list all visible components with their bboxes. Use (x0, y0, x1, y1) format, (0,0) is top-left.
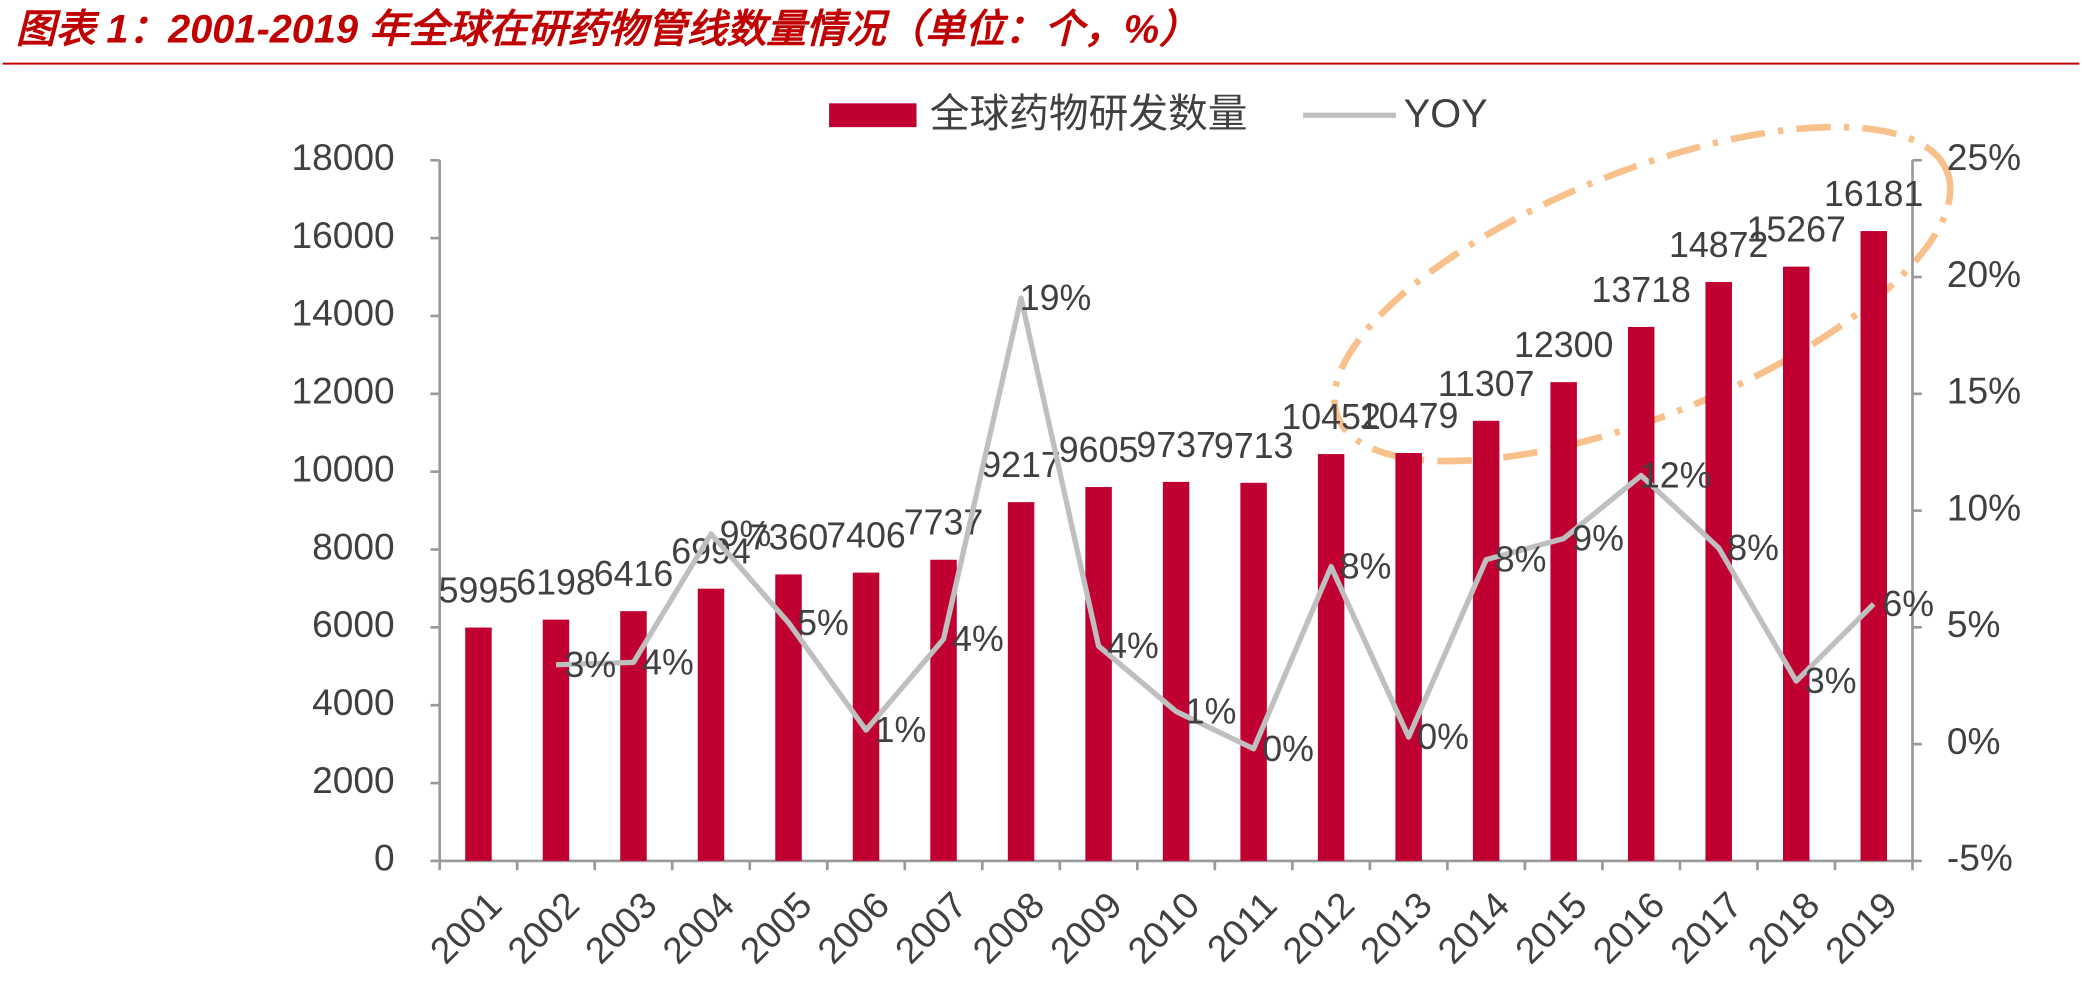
x-tick-label: 2002 (499, 884, 587, 972)
bar-value-label: 14872 (1669, 225, 1768, 265)
bar-value-label: 9713 (1214, 426, 1294, 466)
line-value-label: 0% (1262, 729, 1314, 769)
y-tick-label: 6000 (312, 603, 394, 645)
x-tick-label: 2003 (577, 884, 665, 972)
x-tick-label: 2004 (654, 884, 742, 972)
bar-value-label: 7406 (826, 516, 906, 556)
bar-value-label: 9605 (1059, 430, 1139, 470)
line-value-label: 3% (1805, 661, 1857, 701)
line-value-label: 1% (875, 710, 927, 750)
line-value-label: 8% (1727, 528, 1779, 568)
bar (1472, 420, 1500, 861)
bar (542, 619, 570, 861)
x-tick-label: 2016 (1584, 884, 1672, 972)
line-value-label: 4% (952, 619, 1004, 659)
line-value-label: 8% (1495, 540, 1547, 580)
line-value-label: 1% (1185, 692, 1237, 732)
legend-swatch (829, 103, 917, 128)
x-tick-label: 2008 (964, 884, 1052, 972)
yoy-line (555, 295, 1876, 752)
y-tick-label: 10000 (292, 447, 395, 489)
x-tick-label: 2013 (1352, 884, 1440, 972)
bar-value-label: 7360 (749, 517, 829, 557)
line-value-label: 3% (565, 645, 617, 685)
x-tick-label: 2012 (1274, 884, 1362, 972)
line-value-label: 9% (1572, 519, 1624, 559)
bar-value-label: 10479 (1359, 396, 1458, 436)
y2-tick-label: 15% (1947, 370, 2021, 412)
bar (1782, 266, 1810, 861)
x-tick-label: 2019 (1817, 884, 1905, 972)
y2-tick-label: 25% (1947, 136, 2021, 178)
bar-value-label: 5995 (439, 571, 519, 611)
bar (1240, 482, 1267, 861)
x-tick-label: 2015 (1507, 884, 1595, 972)
x-tick-label: 2007 (887, 884, 975, 972)
x-tick-label: 2017 (1662, 884, 1750, 972)
y-tick-label: 16000 (292, 214, 395, 256)
bar (1860, 231, 1887, 861)
bar (465, 627, 492, 861)
highlight-ellipse (1331, 123, 1954, 465)
y2-tick-label: 10% (1947, 486, 2021, 528)
bar-value-label: 9737 (1136, 425, 1216, 465)
bar (1007, 502, 1035, 861)
bar-value-label: 10452 (1281, 397, 1380, 437)
bar (1317, 454, 1345, 861)
x-tick-label: 2018 (1739, 884, 1827, 972)
bar (1550, 382, 1577, 861)
bar-value-label: 12300 (1514, 325, 1613, 365)
bar-value-label: 6198 (516, 563, 596, 603)
line-value-label: 9% (720, 514, 772, 554)
line-value-label: 5% (797, 603, 849, 643)
y-tick-label: 14000 (292, 292, 395, 334)
bar-value-label: 13718 (1591, 270, 1690, 310)
y-tick-label: 18000 (292, 136, 395, 178)
x-tick-label: 2009 (1042, 884, 1130, 972)
y2-tick-label: 0% (1947, 720, 2001, 762)
bar-value-label: 15267 (1747, 210, 1846, 250)
legend-label: YOY (1404, 92, 1488, 136)
chart-title: 图表 1：2001-2019 年全球在研药物管线数量情况（单位：个，%） (16, 7, 1199, 51)
x-tick-label: 2011 (1199, 884, 1285, 970)
y2-tick-label: -5% (1947, 837, 2013, 879)
line-value-label: 6% (1882, 584, 1934, 624)
bar (1627, 326, 1655, 861)
x-tick-label: 2014 (1429, 884, 1517, 972)
x-tick-label: 2001 (422, 884, 510, 972)
line-value-label: 4% (642, 642, 694, 682)
line-value-label: 12% (1640, 456, 1712, 496)
line-value-label: 4% (1107, 626, 1159, 666)
bar (1395, 453, 1422, 861)
y2-tick-label: 20% (1947, 253, 2021, 295)
x-tick-label: 2006 (809, 884, 897, 972)
y2-tick-label: 5% (1947, 603, 2001, 645)
y-tick-label: 8000 (312, 525, 394, 567)
bar-value-label: 9217 (981, 445, 1061, 485)
bar-value-label: 6416 (594, 554, 674, 594)
y-tick-label: 0 (374, 837, 395, 879)
line-value-label: 8% (1340, 547, 1392, 587)
x-tick-label: 2005 (732, 884, 820, 972)
bar (1705, 282, 1732, 861)
legend-label: 全球药物研发数量 (930, 92, 1248, 136)
bar-value-label: 11307 (1438, 364, 1535, 404)
line-value-label: 0% (1417, 717, 1469, 757)
y-tick-label: 4000 (312, 681, 394, 723)
bar (1162, 481, 1190, 861)
x-tick-label: 2010 (1119, 884, 1207, 972)
y-tick-label: 12000 (292, 370, 395, 412)
bar-value-label: 16181 (1824, 174, 1923, 214)
y-tick-label: 2000 (312, 759, 394, 801)
bar (697, 588, 725, 861)
line-value-label: 19% (1020, 278, 1092, 318)
bar (1085, 487, 1112, 861)
